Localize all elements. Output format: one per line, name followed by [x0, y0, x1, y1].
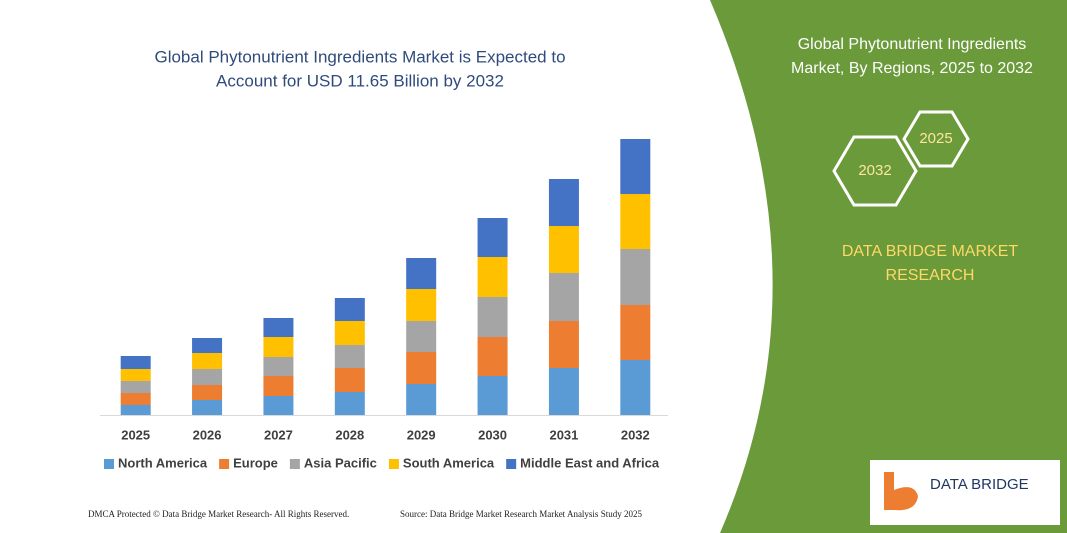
legend-swatch: [506, 459, 517, 469]
legend-swatch: [219, 459, 230, 469]
bar-segment: [406, 289, 437, 321]
panel-title: Global Phytonutrient Ingredients: [798, 36, 1027, 53]
legend-swatch: [104, 459, 114, 469]
x-tick-label: 2030: [478, 427, 507, 442]
bar-segment: [263, 396, 294, 415]
bar-segment: [120, 393, 151, 405]
bar-segment: [192, 385, 223, 400]
bar-segment: [548, 226, 579, 273]
hexagon: [902, 110, 970, 168]
bar-segment: [406, 352, 437, 384]
bar-segment: [263, 318, 294, 337]
footer-left: DMCA Protected © Data Bridge Market Rese…: [88, 509, 349, 519]
bar-segment: [192, 369, 223, 385]
bar-segment: [620, 139, 651, 194]
legend-label: North America: [118, 455, 208, 470]
bar-segment: [192, 338, 223, 353]
bar-segment: [334, 368, 365, 392]
x-tick-label: 2028: [335, 427, 364, 442]
bar-segment: [334, 298, 365, 321]
bar-segment: [548, 179, 579, 226]
bar-segment: [477, 337, 508, 376]
green-panel: [710, 0, 1067, 533]
logo-text: DATA BRIDGE: [930, 476, 1029, 493]
hexagon: [832, 135, 918, 207]
bar-segment: [263, 357, 294, 376]
legend-swatch: [388, 459, 399, 469]
logo-mark: [884, 472, 918, 511]
bar-segment: [620, 360, 651, 415]
bar-segment: [620, 305, 651, 360]
bar-segment: [192, 353, 223, 369]
bar-segment: [192, 400, 223, 415]
brand-text: DATA BRIDGE MARKET: [842, 243, 1019, 260]
bar-segment: [406, 321, 437, 352]
x-tick-label: 2029: [407, 427, 436, 442]
bar-segment: [334, 321, 365, 345]
legend-label: Europe: [233, 455, 278, 470]
footer-right: Source: Data Bridge Market Research Mark…: [400, 509, 642, 519]
bar-segment: [548, 368, 579, 415]
bar-segment: [334, 345, 365, 368]
bar-segment: [548, 273, 579, 321]
bar-segment: [620, 194, 651, 249]
bar-segment: [120, 381, 151, 393]
bar-segment: [477, 297, 508, 337]
bar-segment: [477, 376, 508, 415]
bar-segment: [120, 356, 151, 369]
bar-segment: [263, 376, 294, 396]
bar-segment: [334, 392, 365, 415]
bar-segment: [548, 321, 579, 368]
x-tick-label: 2026: [193, 427, 222, 442]
chart-title: Global Phytonutrient Ingredients Market …: [154, 47, 565, 66]
legend-label: Asia Pacific: [304, 455, 377, 470]
x-tick-label: 2025: [121, 427, 150, 442]
bar-segment: [406, 258, 437, 289]
hexagon-label: 2032: [858, 162, 891, 179]
x-tick-label: 2032: [621, 427, 650, 442]
bar-segment: [477, 218, 508, 257]
legend-swatch: [289, 459, 300, 469]
panel-title: Market, By Regions, 2025 to 2032: [791, 60, 1033, 77]
hexagon-label: 2025: [919, 130, 952, 147]
bar-segment: [263, 337, 294, 357]
bar-segment: [477, 257, 508, 297]
bar-segment: [120, 369, 151, 381]
x-tick-label: 2027: [264, 427, 293, 442]
bar-segment: [406, 384, 437, 415]
x-tick-label: 2031: [549, 427, 578, 442]
legend-label: Middle East and Africa: [520, 455, 660, 470]
legend-label: South America: [403, 455, 495, 470]
brand-text: RESEARCH: [886, 267, 975, 284]
chart-title: Account for USD 11.65 Billion by 2032: [216, 71, 504, 90]
bar-segment: [120, 405, 151, 415]
bar-segment: [620, 249, 651, 305]
